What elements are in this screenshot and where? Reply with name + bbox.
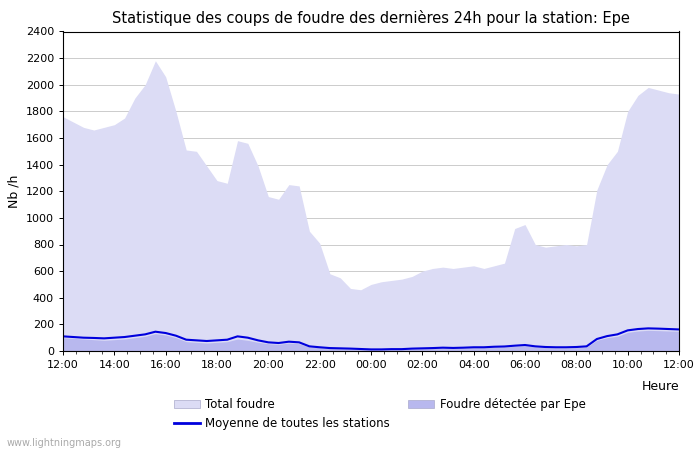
Y-axis label: Nb /h: Nb /h [7,175,20,208]
Title: Statistique des coups de foudre des dernières 24h pour la station: Epe: Statistique des coups de foudre des dern… [112,10,630,26]
Text: www.lightningmaps.org: www.lightningmaps.org [7,438,122,448]
Legend: Total foudre, Moyenne de toutes les stations, Foudre détectée par Epe: Total foudre, Moyenne de toutes les stat… [174,398,586,430]
Text: Heure: Heure [641,380,679,393]
